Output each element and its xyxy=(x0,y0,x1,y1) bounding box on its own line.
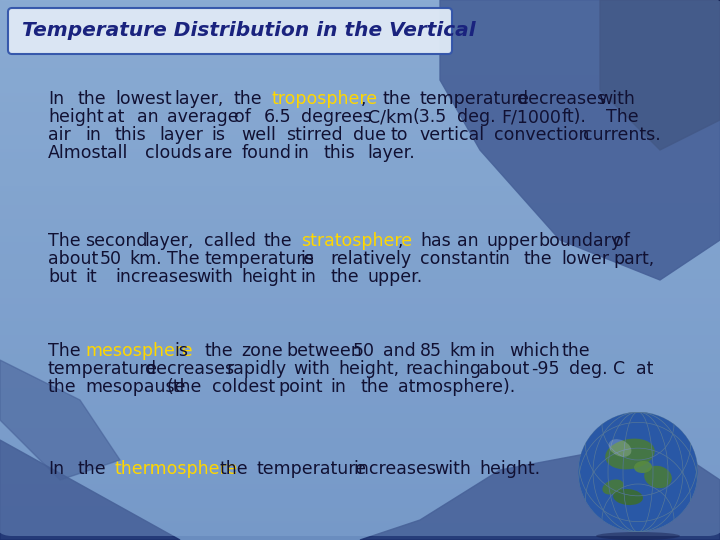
Text: the: the xyxy=(524,250,553,268)
Polygon shape xyxy=(0,360,120,480)
Text: km: km xyxy=(449,342,477,360)
Text: in: in xyxy=(85,126,101,144)
Ellipse shape xyxy=(644,466,672,488)
Text: The: The xyxy=(606,108,639,126)
Text: layer,: layer, xyxy=(174,90,224,108)
Text: well: well xyxy=(241,126,276,144)
Ellipse shape xyxy=(603,480,624,495)
Text: 50: 50 xyxy=(100,250,122,268)
Text: upper: upper xyxy=(487,232,538,250)
Text: rapidly: rapidly xyxy=(227,360,287,378)
Text: at: at xyxy=(636,360,653,378)
Text: The: The xyxy=(48,342,81,360)
Text: Temperature Distribution in the Vertical: Temperature Distribution in the Vertical xyxy=(22,22,476,40)
Text: Almost: Almost xyxy=(48,144,109,162)
Text: in: in xyxy=(330,378,346,396)
Text: upper.: upper. xyxy=(368,268,423,286)
Text: second: second xyxy=(85,232,148,250)
Text: and: and xyxy=(383,342,415,360)
Text: The: The xyxy=(48,232,81,250)
Text: stratosphere: stratosphere xyxy=(301,232,412,250)
Text: temperature: temperature xyxy=(204,250,314,268)
Text: ft).: ft). xyxy=(561,108,586,126)
Text: F/1000: F/1000 xyxy=(502,108,562,126)
Text: the: the xyxy=(78,90,107,108)
Text: deg.: deg. xyxy=(569,360,607,378)
Text: to: to xyxy=(390,126,408,144)
Text: (3.5: (3.5 xyxy=(413,108,446,126)
Text: height: height xyxy=(241,268,297,286)
Text: found: found xyxy=(241,144,292,162)
Text: 6.5: 6.5 xyxy=(264,108,292,126)
Text: decreases: decreases xyxy=(145,360,234,378)
Text: ,: , xyxy=(361,90,366,108)
Text: clouds: clouds xyxy=(145,144,201,162)
Text: lower: lower xyxy=(561,250,609,268)
Text: an: an xyxy=(138,108,159,126)
Polygon shape xyxy=(440,0,720,280)
Text: temperature: temperature xyxy=(420,90,530,108)
Text: height,: height, xyxy=(338,360,399,378)
Text: C: C xyxy=(613,360,626,378)
Text: the: the xyxy=(234,90,263,108)
Text: In: In xyxy=(48,460,64,478)
Text: km.: km. xyxy=(130,250,163,268)
Ellipse shape xyxy=(613,489,643,505)
Text: In: In xyxy=(48,90,64,108)
Text: the: the xyxy=(264,232,292,250)
Ellipse shape xyxy=(634,461,652,473)
Text: with: with xyxy=(598,90,635,108)
Text: average: average xyxy=(167,108,238,126)
Text: decreases: decreases xyxy=(516,90,606,108)
Text: C/km: C/km xyxy=(368,108,413,126)
Polygon shape xyxy=(360,440,720,540)
Text: The: The xyxy=(167,250,199,268)
Text: increases: increases xyxy=(115,268,198,286)
Text: with: with xyxy=(294,360,330,378)
Text: air: air xyxy=(48,126,71,144)
Text: -95: -95 xyxy=(531,360,560,378)
Text: layer.: layer. xyxy=(368,144,415,162)
Text: the: the xyxy=(361,378,389,396)
Text: thermosphere: thermosphere xyxy=(115,460,238,478)
Text: 85: 85 xyxy=(420,342,442,360)
Text: mesopause: mesopause xyxy=(85,378,186,396)
Text: in: in xyxy=(301,268,317,286)
Text: all: all xyxy=(107,144,128,162)
Text: the: the xyxy=(48,378,76,396)
Ellipse shape xyxy=(596,532,680,540)
Text: is: is xyxy=(174,342,189,360)
Text: point: point xyxy=(279,378,323,396)
Text: this: this xyxy=(323,144,355,162)
Text: with: with xyxy=(197,268,233,286)
Text: atmosphere).: atmosphere). xyxy=(397,378,515,396)
Text: an: an xyxy=(457,232,479,250)
Text: called: called xyxy=(204,232,256,250)
Circle shape xyxy=(578,412,698,532)
Text: vertical: vertical xyxy=(420,126,485,144)
Text: zone: zone xyxy=(241,342,283,360)
Text: it: it xyxy=(85,268,96,286)
Text: has: has xyxy=(420,232,451,250)
Text: temperature: temperature xyxy=(48,360,158,378)
Text: currents.: currents. xyxy=(583,126,661,144)
Text: in: in xyxy=(494,250,510,268)
Text: constant: constant xyxy=(420,250,495,268)
Text: troposphere: troposphere xyxy=(271,90,377,108)
Text: with: with xyxy=(435,460,472,478)
Text: ,: , xyxy=(397,232,403,250)
Text: increases: increases xyxy=(353,460,436,478)
Text: the: the xyxy=(330,268,359,286)
Text: (the: (the xyxy=(167,378,202,396)
Text: 50: 50 xyxy=(353,342,375,360)
Text: layer: layer xyxy=(160,126,204,144)
Text: height: height xyxy=(48,108,104,126)
Text: are: are xyxy=(204,144,233,162)
Text: of: of xyxy=(613,232,630,250)
Text: the: the xyxy=(78,460,107,478)
Text: the: the xyxy=(561,342,590,360)
Text: layer,: layer, xyxy=(145,232,194,250)
Text: height.: height. xyxy=(480,460,541,478)
Polygon shape xyxy=(600,0,720,150)
